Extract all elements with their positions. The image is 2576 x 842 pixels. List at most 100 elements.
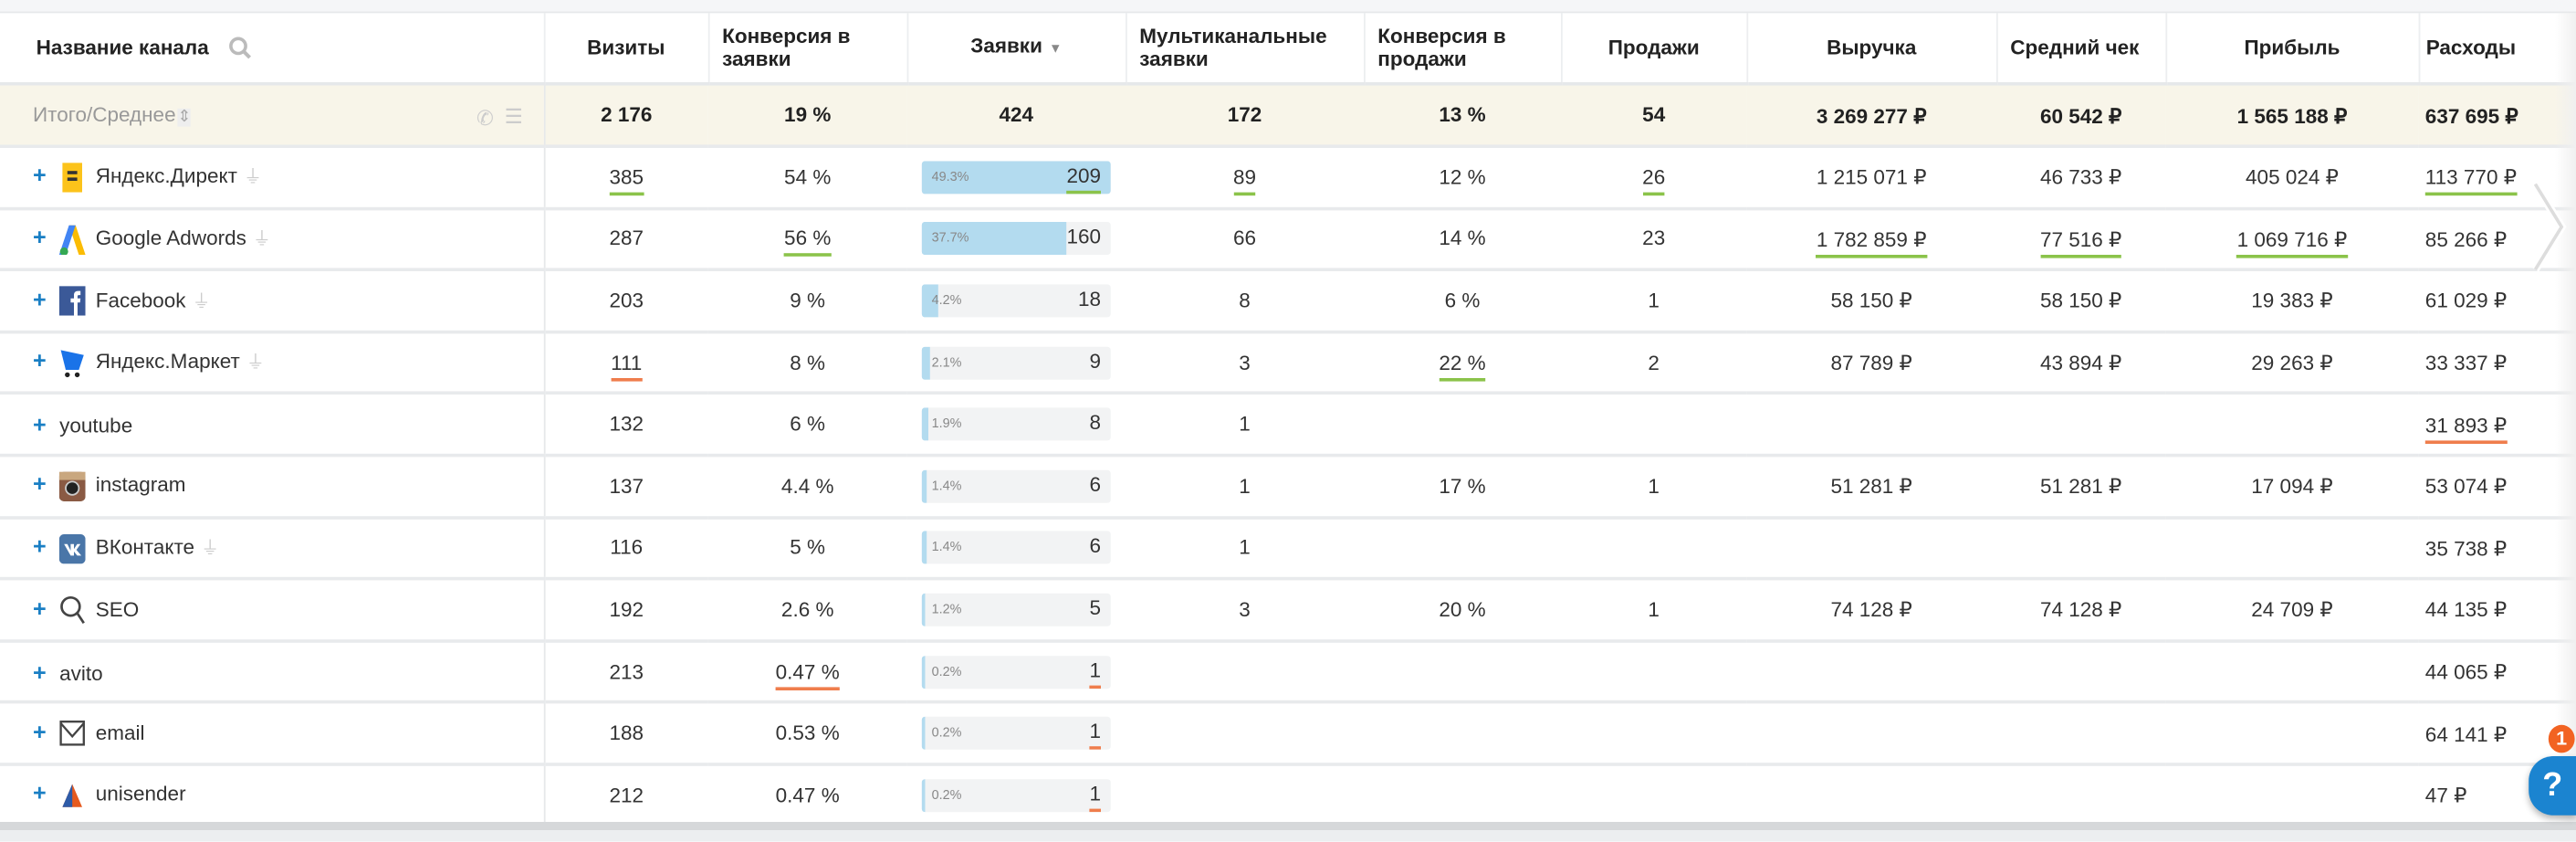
total-label-cell: Итого/Среднее ⇕ ✆ ☰ — [0, 83, 545, 148]
table-row: + ВКонтакте ⏚ 116 5 % 1.4% 6 1 35 738 ₽ — [0, 517, 2576, 581]
profit-value: 29 263 ₽ — [2251, 352, 2333, 375]
channel-name[interactable]: Яндекс.Маркет — [95, 350, 240, 374]
help-button[interactable]: ? — [2529, 756, 2576, 816]
revenue-cell — [1746, 393, 1996, 458]
table-row: + Яндекс.Директ ⏚ 385 54 % 49.3% 209 89 12 % 26 1 … — [0, 146, 2576, 210]
plug-icon[interactable]: ⏚ — [246, 353, 265, 374]
leads-value: 6 — [1089, 534, 1101, 558]
expand-plus-icon[interactable]: + — [33, 411, 47, 438]
multichannel-cell: 89 — [1126, 146, 1364, 210]
horizontal-scrollbar[interactable] — [0, 822, 2576, 830]
multichannel-cell: 3 — [1126, 332, 1364, 395]
leads-value[interactable]: 1 — [1089, 658, 1101, 689]
total-leads: 424 — [906, 83, 1126, 148]
leads-value[interactable]: 209 — [1066, 163, 1101, 195]
expand-plus-icon[interactable]: + — [33, 718, 47, 745]
channel-name-cell: + Яндекс.Маркет ⏚ — [0, 332, 545, 395]
col-average-check[interactable]: Средний чек — [1996, 13, 2167, 86]
leads-bar: 4.2% 18 — [921, 284, 1111, 318]
visits-cell: 287 — [543, 207, 708, 272]
sales-cell — [1561, 393, 1747, 458]
expand-plus-icon[interactable]: + — [33, 779, 47, 806]
leads-bar-fill — [921, 532, 927, 565]
channel-name[interactable]: Яндекс.Директ — [95, 164, 237, 188]
conversion-leads-value[interactable]: 56 % — [784, 227, 832, 258]
col-conversion-leads[interactable]: Конверсия в заявки — [707, 13, 908, 86]
expand-plus-icon[interactable]: + — [33, 223, 47, 250]
channel-name[interactable]: Facebook — [95, 289, 186, 312]
col-revenue[interactable]: Выручка — [1746, 13, 1997, 86]
sort-desc-icon[interactable]: ▼ — [1049, 41, 1063, 57]
profit-cell: 19 383 ₽ — [2165, 269, 2419, 333]
sales-value[interactable]: 26 — [1642, 165, 1666, 195]
channel-name[interactable]: email — [95, 721, 145, 745]
channel-name[interactable]: instagram — [95, 474, 186, 498]
col-channel-name[interactable]: Название канала — [0, 13, 545, 86]
average-check-cell: 77 516 ₽ — [1996, 207, 2166, 272]
channel-name-cell: + unisender — [0, 763, 545, 828]
channel-name[interactable]: ВКонтакте — [95, 535, 195, 559]
visits-value: 116 — [610, 536, 644, 560]
average-check-cell — [1996, 763, 2166, 828]
profit-value[interactable]: 1 069 716 ₽ — [2236, 228, 2348, 258]
col-leads[interactable]: Заявки ▼ — [906, 13, 1126, 86]
plug-icon[interactable]: ⏚ — [192, 291, 211, 312]
col-sales[interactable]: Продажи — [1561, 13, 1748, 86]
multichannel-value[interactable]: 89 — [1232, 165, 1257, 195]
col-visits[interactable]: Визиты — [543, 13, 709, 86]
sales-value: 2 — [1648, 351, 1660, 374]
plug-icon[interactable]: ⏚ — [201, 539, 220, 559]
scroll-right-chevron-icon[interactable] — [2522, 177, 2571, 276]
total-label: Итого/Среднее — [33, 103, 176, 127]
leads-value: 6 — [1089, 472, 1101, 497]
expand-plus-icon[interactable]: + — [33, 347, 47, 374]
revenue-cell: 87 789 ₽ — [1746, 332, 1996, 395]
leads-value-wrap: 6 — [1089, 535, 1101, 558]
visits-value[interactable]: 385 — [609, 165, 644, 195]
list-icon[interactable]: ☰ — [504, 105, 523, 129]
channel-name[interactable]: SEO — [95, 597, 140, 621]
sales-value: 1 — [1648, 598, 1660, 622]
col-expenses[interactable]: Расходы — [2418, 13, 2576, 86]
average-check-value: 43 894 ₽ — [2039, 352, 2122, 375]
col-profit[interactable]: Прибыль — [2165, 13, 2420, 86]
expenses-value: 44 135 ₽ — [2424, 599, 2508, 623]
col-multichannel-leads[interactable]: Мультиканальные заявки — [1126, 13, 1365, 86]
conversion-sales-value[interactable]: 22 % — [1439, 351, 1486, 381]
multichannel-cell: 1 — [1126, 517, 1364, 581]
expenses-value: 85 266 ₽ — [2424, 228, 2508, 252]
channel-name[interactable]: avito — [59, 661, 103, 685]
plug-icon[interactable]: ⏚ — [244, 168, 262, 188]
expand-plus-icon[interactable]: + — [33, 594, 47, 621]
sales-cell: 2 — [1561, 332, 1747, 395]
average-check-value[interactable]: 77 516 ₽ — [2039, 228, 2122, 258]
search-icon[interactable] — [227, 37, 251, 60]
leads-cell: 1.4% 6 — [906, 455, 1126, 519]
leads-value[interactable]: 1 — [1089, 782, 1101, 812]
expand-plus-icon[interactable]: + — [33, 162, 47, 188]
sort-toggle-icon[interactable]: ⇕ — [177, 108, 192, 127]
revenue-value[interactable]: 1 782 859 ₽ — [1816, 228, 1927, 258]
profit-cell: 17 094 ₽ — [2165, 455, 2419, 519]
channel-name-cell: + Facebook ⏚ — [0, 269, 545, 333]
channel-name[interactable]: Google Adwords — [95, 226, 246, 250]
conversion-leads-value: 2.6 % — [780, 598, 834, 622]
expand-plus-icon[interactable]: + — [33, 285, 47, 312]
leads-bar: 1.2% 5 — [921, 593, 1111, 626]
expenses-cell: 113 770 ₽ — [2418, 146, 2576, 210]
visits-cell: 203 — [543, 269, 708, 333]
conversion-leads-value[interactable]: 0.47 % — [775, 659, 840, 690]
channel-name[interactable]: youtube — [59, 414, 133, 438]
col-conversion-sales[interactable]: Конверсия в продажи — [1364, 13, 1562, 86]
channel-name[interactable]: unisender — [95, 783, 186, 806]
expenses-value[interactable]: 113 770 ₽ — [2424, 166, 2518, 196]
phone-icon[interactable]: ✆ — [476, 107, 494, 131]
plug-icon[interactable]: ⏚ — [253, 230, 271, 250]
expenses-value[interactable]: 31 893 ₽ — [2424, 414, 2508, 444]
expand-plus-icon[interactable]: + — [33, 658, 47, 685]
expand-plus-icon[interactable]: + — [33, 470, 47, 498]
visits-value[interactable]: 111 — [611, 351, 643, 381]
leads-value[interactable]: 1 — [1089, 720, 1101, 751]
sales-cell — [1561, 702, 1747, 766]
expand-plus-icon[interactable]: + — [33, 532, 47, 559]
